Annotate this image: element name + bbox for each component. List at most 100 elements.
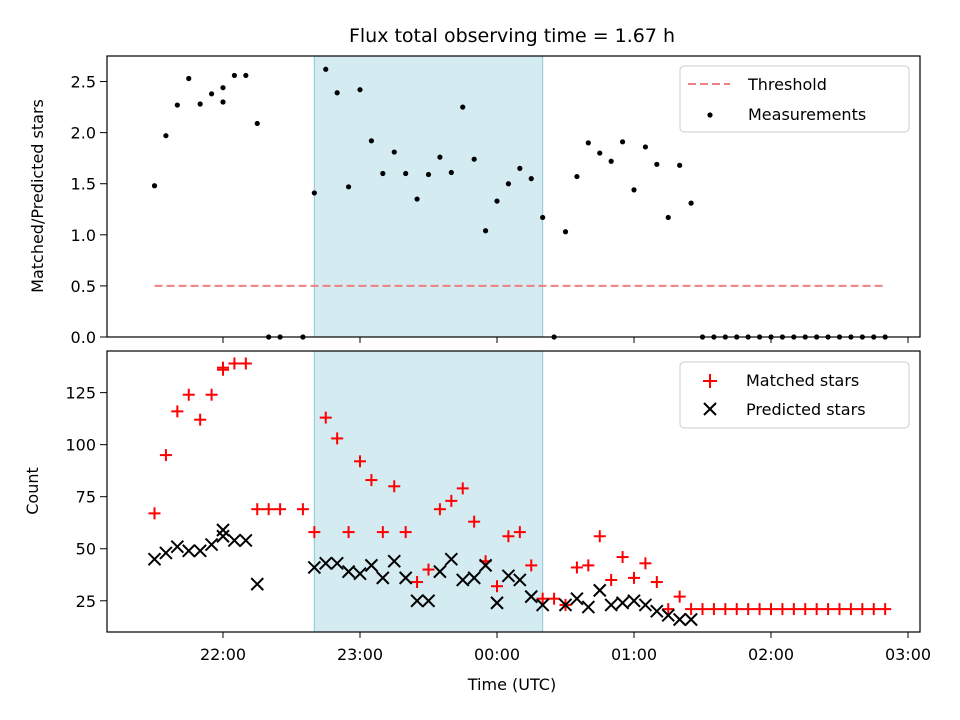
matched-stars-point <box>696 603 709 616</box>
measurement-point <box>403 170 409 177</box>
predicted-stars-point <box>353 567 367 581</box>
measurement-point <box>323 66 329 72</box>
measurement-point <box>368 138 375 144</box>
bottom-panel: 25 50 75 100 125 22:00 23:00 00:00 01:00 02:00 03… <box>23 350 931 694</box>
matched-stars-point <box>753 603 766 616</box>
measurement-point <box>186 75 192 82</box>
matched-stars-point <box>445 494 458 507</box>
predicted-stars-point <box>307 560 322 575</box>
matched-stars-point <box>639 557 652 570</box>
matched-stars-point <box>331 432 344 445</box>
x-tick-label: 00:00 <box>474 645 520 664</box>
matched-stars-point <box>662 603 675 616</box>
matched-stars-point <box>787 603 800 616</box>
bottom-axes-frame <box>106 350 921 633</box>
measurement-point <box>197 101 203 107</box>
matched-stars-point <box>707 603 720 616</box>
matched-stars-point <box>342 526 355 539</box>
predicted-stars-point <box>672 612 687 627</box>
matched-stars-point <box>262 503 275 516</box>
matched-stars-point <box>799 603 812 616</box>
predicted-stars-point <box>159 546 173 560</box>
predicted-stars-point <box>364 558 379 573</box>
x-tick-label: 03:00 <box>885 645 931 664</box>
x-tick-label: 01:00 <box>611 645 657 664</box>
measurement-point <box>448 169 454 176</box>
measurement-point <box>517 165 523 171</box>
legend-measurements-marker <box>707 112 713 118</box>
measurement-point <box>425 171 432 178</box>
measurement-point <box>208 91 215 97</box>
bottom-y-axis-label: Count <box>23 467 42 515</box>
matched-stars-point <box>274 503 287 516</box>
predicted-stars-point <box>433 564 447 579</box>
measurement-point <box>311 190 317 196</box>
predicted-stars-point <box>387 554 401 568</box>
matched-stars-point <box>376 526 389 539</box>
matched-stars-point <box>365 474 378 487</box>
predicted-stars-point <box>604 598 618 612</box>
x-tick-label: 02:00 <box>748 645 794 664</box>
top-panel: Flux total observing time = 1.67 h 0.0 0.… <box>28 25 921 347</box>
matched-stars-point <box>217 361 229 374</box>
legend-matched-marker <box>703 374 717 388</box>
matched-stars-point <box>205 388 218 401</box>
x-axis-label: Time (UTC) <box>467 675 556 694</box>
matched-stars-point <box>730 603 743 616</box>
matched-stars-point <box>879 603 892 616</box>
measurement-point <box>380 170 386 177</box>
measurement-point <box>597 150 603 156</box>
legend-predicted-label: Predicted stars <box>746 400 866 419</box>
measurement-point <box>414 196 420 202</box>
predicted-stars-point <box>376 571 390 585</box>
matched-stars-point <box>296 503 309 516</box>
y-tick-label: 2.5 <box>71 73 96 92</box>
matched-stars-point <box>536 592 549 605</box>
matched-stars-point <box>605 573 618 586</box>
predicted-stars-point <box>478 558 493 573</box>
top-axes-frame <box>106 55 921 338</box>
predicted-stars-point <box>250 577 264 591</box>
measurement-point <box>642 144 649 150</box>
matched-stars-point <box>810 603 823 616</box>
matched-stars-point <box>844 603 857 616</box>
matched-stars-point <box>354 455 366 468</box>
measurement-point <box>151 183 158 189</box>
observing-window-span <box>313 55 544 338</box>
predicted-stars-point <box>204 537 219 552</box>
measurement-point <box>471 156 477 162</box>
measurement-point <box>163 133 169 139</box>
matched-stars-point <box>867 603 880 616</box>
matched-stars-point <box>685 603 698 616</box>
measurement-point <box>677 162 683 168</box>
matched-stars-point <box>159 449 172 462</box>
measurement-point <box>437 154 443 160</box>
x-tick-label: 23:00 <box>337 645 383 664</box>
measurement-point <box>494 198 500 204</box>
measurement-point <box>231 72 238 79</box>
y-tick-label: 1.5 <box>71 175 96 194</box>
predicted-stars-point <box>147 552 162 566</box>
matched-stars-point <box>433 503 446 516</box>
measurement-point <box>665 214 671 221</box>
top-y-axis-label: Matched/Predicted stars <box>28 99 47 293</box>
measurement-point <box>243 72 249 79</box>
measurement-point <box>482 228 489 234</box>
measurement-point <box>220 85 226 91</box>
matched-stars-point <box>742 603 755 616</box>
legend-threshold-label: Threshold <box>747 75 827 94</box>
predicted-stars-point <box>216 523 230 537</box>
measurement-point <box>585 140 591 146</box>
matched-stars-point <box>194 413 207 426</box>
matched-stars-point <box>765 603 777 616</box>
matched-stars-point <box>468 515 481 528</box>
matched-stars-point <box>525 559 538 572</box>
measurement-point <box>345 184 352 190</box>
matched-stars-point <box>228 357 241 370</box>
predicted-stars-point <box>170 539 185 554</box>
matched-stars-point <box>239 357 252 370</box>
matched-stars-point <box>822 603 835 616</box>
predicted-stars-point <box>398 571 413 585</box>
measurement-point <box>174 102 180 108</box>
